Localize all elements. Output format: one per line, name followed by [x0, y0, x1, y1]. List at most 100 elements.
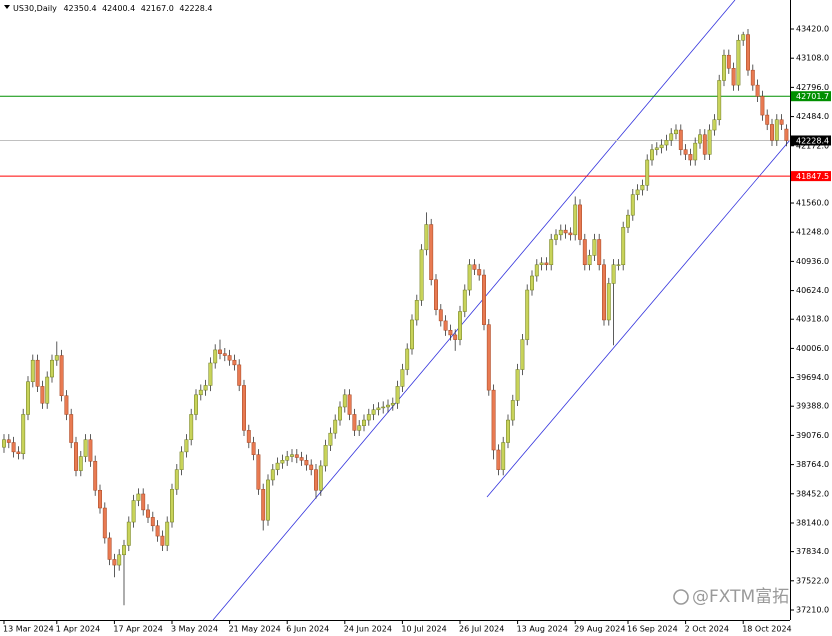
- candle-body: [261, 489, 266, 521]
- candle-body: [496, 449, 501, 470]
- x-tick-label: 13 Aug 2024: [517, 625, 568, 634]
- candle-body: [515, 369, 520, 401]
- symbol-title: US30,Daily: [13, 4, 57, 13]
- candle-body: [453, 334, 458, 340]
- candle-body: [419, 249, 424, 301]
- candle-body: [726, 54, 731, 69]
- y-tick-label: 38140.0: [796, 518, 829, 527]
- candle-body: [458, 311, 462, 340]
- candle-body: [347, 394, 352, 415]
- candle-body: [635, 189, 640, 195]
- candle-body: [69, 414, 74, 443]
- candle-body: [405, 348, 410, 370]
- candle-body: [774, 119, 779, 141]
- candle-body: [779, 119, 784, 125]
- candle-body: [702, 134, 707, 155]
- candle-body: [184, 439, 189, 453]
- candle-body: [491, 389, 496, 451]
- candle-body: [765, 114, 770, 125]
- candle-body: [755, 84, 760, 97]
- candle-body: [578, 204, 582, 240]
- candle-body: [587, 255, 592, 266]
- candle-body: [357, 425, 362, 431]
- candle-body: [98, 489, 102, 509]
- candle-body: [40, 386, 45, 404]
- candle-body: [309, 464, 314, 470]
- y-tick-label: 38452.0: [796, 489, 829, 498]
- candle-body: [510, 400, 515, 421]
- watermark: @FXTM富拓: [692, 587, 789, 607]
- candle-body: [539, 262, 544, 266]
- candle-body: [506, 419, 510, 443]
- candle-body: [78, 456, 83, 471]
- candle-body: [352, 414, 357, 431]
- candle-body: [736, 39, 741, 86]
- candle-body: [174, 469, 179, 490]
- candle-body: [534, 264, 539, 277]
- candle-body: [429, 224, 434, 280]
- candle-body: [304, 460, 309, 466]
- candle-body: [107, 537, 112, 560]
- candle-body: [256, 454, 261, 490]
- candle-body: [717, 80, 722, 121]
- plot-layer: [0, 0, 790, 620]
- candle-body: [122, 545, 126, 556]
- header-open: 42350.4: [63, 4, 96, 13]
- candle-body: [520, 339, 525, 370]
- candle-body: [400, 369, 405, 387]
- header-high: 42400.4: [102, 4, 135, 13]
- candle-body: [525, 289, 530, 340]
- candle-body: [275, 462, 280, 470]
- candle-body: [722, 54, 726, 81]
- candle-body: [189, 414, 194, 440]
- candle-body: [64, 395, 69, 415]
- candle-body: [218, 349, 222, 354]
- y-tick-label: 40318.0: [796, 315, 829, 324]
- candle-body: [731, 68, 736, 86]
- y-tick-label: 41248.0: [796, 228, 829, 237]
- x-tick-label: 3 May 2024: [171, 625, 218, 634]
- candle-body: [626, 214, 630, 228]
- candle-body: [270, 469, 275, 481]
- candle-body: [83, 439, 88, 457]
- candle-body: [770, 124, 774, 141]
- candle-body: [698, 134, 702, 144]
- x-tick-label: 16 Sep 2024: [627, 625, 678, 634]
- last-price-box: [791, 135, 831, 146]
- candle-body: [477, 269, 482, 276]
- x-tick-label: 17 Apr 2024: [113, 625, 162, 634]
- candle-body: [117, 554, 122, 566]
- y-tick-label: 39388.0: [796, 402, 829, 411]
- candle-body: [650, 149, 654, 161]
- candle-body: [194, 394, 198, 415]
- candle-body: [381, 406, 386, 409]
- candle-body: [170, 489, 174, 523]
- candle-body: [102, 507, 107, 539]
- candle-body: [11, 442, 16, 453]
- candle-body: [342, 394, 347, 408]
- candle-body: [558, 229, 563, 236]
- y-tick-label: 40006.0: [796, 344, 829, 353]
- y-tick-label: 41560.0: [796, 199, 829, 208]
- x-tick-label: 1 Apr 2024: [56, 625, 100, 634]
- candle-body: [659, 144, 664, 149]
- candle-body: [150, 517, 155, 527]
- x-tick-label: 13 Mar 2024: [3, 625, 54, 634]
- candle-body: [568, 232, 573, 236]
- candle-body: [386, 404, 390, 408]
- watermark-icon: [673, 589, 689, 605]
- candle-body: [549, 239, 554, 266]
- y-tick-label: 43420.0: [796, 25, 829, 34]
- candle-body: [6, 439, 11, 443]
- candle-body: [760, 96, 765, 116]
- channel-upper: [212, 0, 736, 620]
- y-tick-label: 42172.0: [796, 141, 829, 150]
- candle-body: [30, 359, 35, 382]
- axes: 43420.0 43108.0 42796.0 42484.0 42172.0 41560…: [3, 25, 831, 634]
- candle-body: [563, 229, 568, 234]
- candle-body: [530, 275, 534, 291]
- candle-body: [664, 140, 669, 146]
- candle-body: [573, 204, 578, 236]
- candle-body: [472, 264, 477, 270]
